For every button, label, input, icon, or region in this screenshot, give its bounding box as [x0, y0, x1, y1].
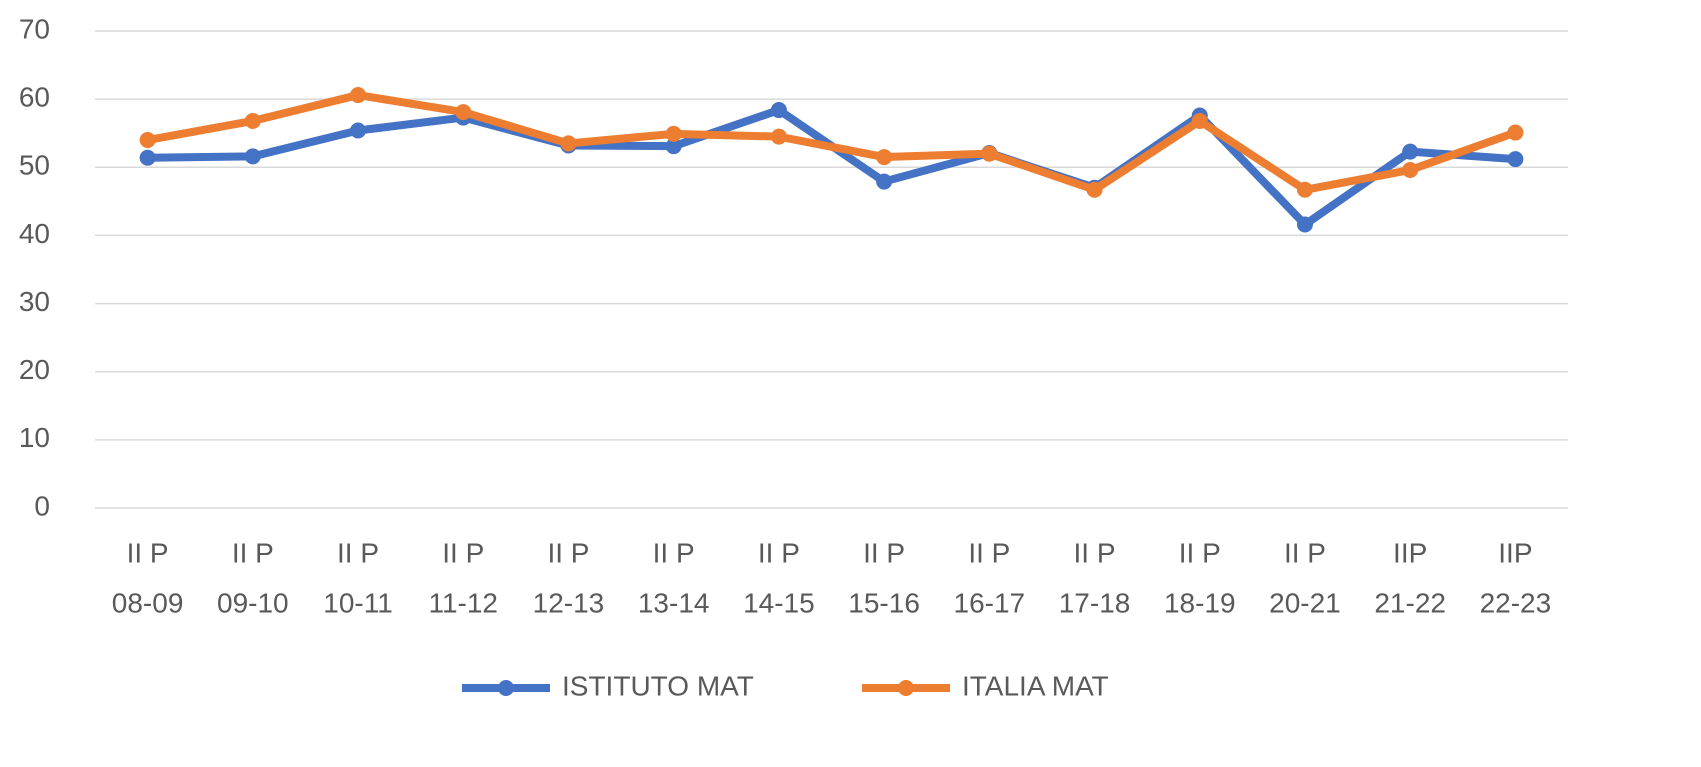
- point: [876, 149, 893, 166]
- point: [560, 135, 577, 152]
- x-tick-label: 18-19: [1164, 587, 1236, 618]
- point: [1507, 124, 1524, 141]
- point: [455, 104, 472, 121]
- y-tick-label: 20: [19, 354, 50, 385]
- point: [1296, 181, 1313, 198]
- x-tick-label: II P: [863, 537, 905, 568]
- y-tick-label: 10: [19, 422, 50, 453]
- x-tick-label: 21-22: [1374, 587, 1446, 618]
- point: [1191, 112, 1208, 129]
- x-tick-label: II P: [232, 537, 274, 568]
- x-tick-label: IIP: [1393, 537, 1427, 568]
- y-tick-label: 30: [19, 286, 50, 317]
- x-tick-label: II P: [968, 537, 1010, 568]
- x-tick-label: II P: [1179, 537, 1221, 568]
- point: [139, 149, 156, 166]
- x-tick-label: 11-12: [428, 587, 498, 618]
- x-tick-label: 12-13: [533, 587, 605, 618]
- y-tick-label: 40: [19, 218, 50, 249]
- legend-marker: [498, 680, 514, 696]
- point: [244, 112, 261, 129]
- legend-marker: [898, 680, 914, 696]
- point: [770, 102, 787, 119]
- point: [981, 145, 998, 162]
- point: [1402, 162, 1419, 179]
- y-tick-label: 60: [19, 82, 50, 113]
- x-tick-label: II P: [1074, 537, 1116, 568]
- x-tick-label: 22-23: [1480, 587, 1552, 618]
- x-tick-label: II P: [758, 537, 800, 568]
- legend-label: ISTITUTO MAT: [562, 670, 754, 701]
- x-tick-label: 15-16: [848, 587, 920, 618]
- x-tick-label: II P: [1284, 537, 1326, 568]
- point: [1296, 216, 1313, 233]
- x-tick-label: 08-09: [112, 587, 184, 618]
- x-tick-label: 20-21: [1269, 587, 1341, 618]
- x-tick-label: IIP: [1498, 537, 1532, 568]
- y-tick-label: 70: [19, 13, 50, 44]
- point: [876, 173, 893, 190]
- point: [665, 125, 682, 142]
- point: [139, 132, 156, 149]
- point: [665, 138, 682, 155]
- y-tick-label: 50: [19, 150, 50, 181]
- x-tick-label: II P: [653, 537, 695, 568]
- x-tick-label: 10-11: [323, 587, 393, 618]
- x-tick-label: 13-14: [638, 587, 710, 618]
- legend-label: ITALIA MAT: [962, 670, 1109, 701]
- point: [770, 128, 787, 145]
- point: [350, 122, 367, 139]
- x-tick-label: 17-18: [1059, 587, 1131, 618]
- x-tick-label: II P: [547, 537, 589, 568]
- series-line: [146, 91, 1517, 194]
- point: [1402, 143, 1419, 160]
- point: [350, 87, 367, 104]
- y-tick-label: 0: [34, 490, 50, 521]
- point: [1086, 181, 1103, 198]
- x-tick-label: II P: [337, 537, 379, 568]
- x-tick-label: 09-10: [217, 587, 289, 618]
- x-tick-label: II P: [442, 537, 484, 568]
- point: [1507, 151, 1524, 168]
- x-tick-label: 14-15: [743, 587, 815, 618]
- x-tick-label: 16-17: [954, 587, 1026, 618]
- point: [244, 148, 261, 165]
- x-tick-label: II P: [127, 537, 169, 568]
